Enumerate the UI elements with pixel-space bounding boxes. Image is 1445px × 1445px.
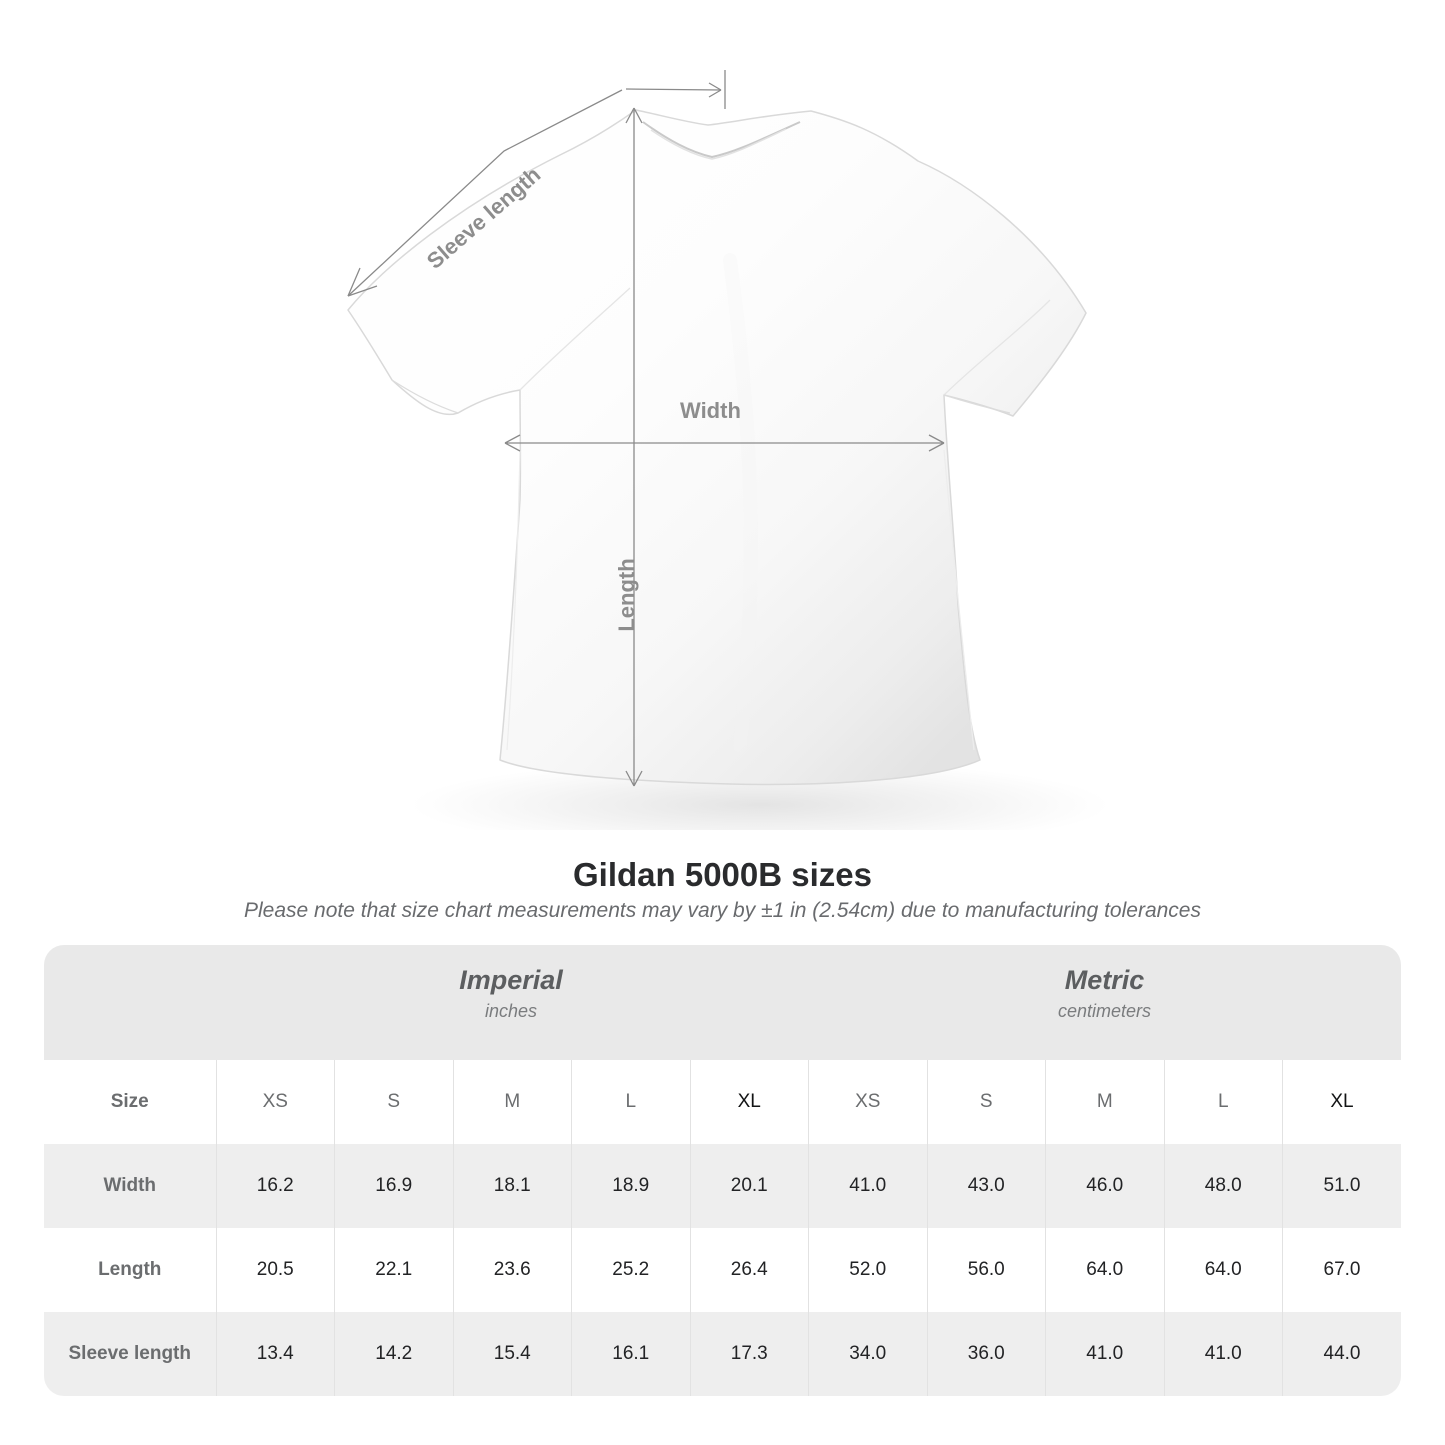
svg-text:Width: Width: [680, 398, 741, 423]
svg-text:Length: Length: [614, 558, 639, 631]
